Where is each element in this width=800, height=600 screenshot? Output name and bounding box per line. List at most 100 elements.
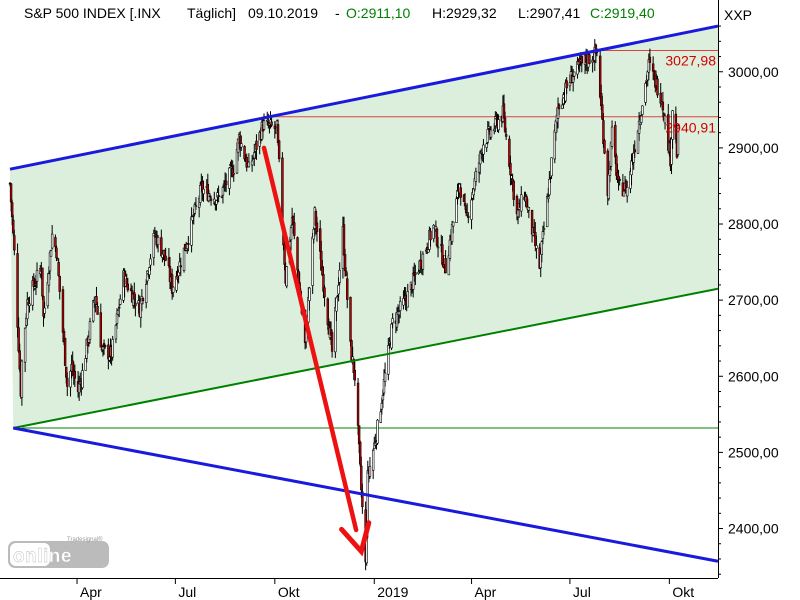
candle-body [588,54,591,64]
candle-body [10,202,14,218]
candle-body [55,247,58,259]
open-value: O:2911,10 [346,5,411,21]
tradesignal-online-logo: online Tradesignal® [8,536,109,568]
candle-body [41,267,44,297]
candle-body [644,83,647,103]
x-tick-label: Okt [278,584,300,600]
candle-body [192,214,195,217]
candle-body [429,230,432,241]
candle-body [217,194,220,197]
candle-body [199,185,202,203]
high-value: H:2929,32 [432,5,497,21]
candle-body [338,269,341,283]
candle-body [633,149,636,153]
arrow-shaft [261,145,359,533]
candle-body [247,161,251,168]
candle-body [9,183,13,203]
candle-body [114,324,118,340]
candle-body [610,126,614,147]
candle-body [463,202,467,207]
candle-body [527,206,531,211]
candle-body [641,105,644,115]
candle-body [388,341,391,344]
y-tick-label: 2400,00 [728,521,779,537]
candle-body [383,372,387,382]
candle-body [88,321,92,340]
arrow-head [339,520,372,557]
candle-body [209,198,213,201]
x-tick-label: Apr [475,584,497,600]
candle-body [20,360,24,398]
candle-body [311,236,314,286]
y-tick-label: 3000,00 [728,64,779,80]
candle-body [601,104,604,120]
level-label: 2940,91 [665,120,716,136]
candle-body [119,298,122,305]
candle-body [58,275,61,292]
candle-body [285,266,288,287]
candle-body [49,250,53,257]
candle-body [361,491,364,508]
x-tick-label: 2019 [377,584,408,600]
candle-body [335,297,338,312]
middle-channel-line [13,287,719,430]
candle-body [547,196,550,200]
candle-body [170,274,174,294]
candle-body [421,253,425,270]
header-separator: - [335,5,340,21]
candle-body [182,247,186,271]
candle-body [283,244,286,265]
x-tick-label: Apr [80,584,102,600]
candle-body [656,78,659,96]
x-tick-label: Okt [672,584,694,600]
candle-body [580,56,584,64]
candle-body [194,205,198,207]
candle-body [172,286,175,293]
candle-body [663,115,667,124]
y-tick-label: 2900,00 [728,140,779,156]
candle-body [144,283,148,303]
candle-body [399,301,402,311]
candle-body [326,298,329,325]
candle-body [337,284,340,295]
candle-body [550,157,553,177]
candle-body [43,307,46,314]
candle-body [676,125,680,155]
candle-body [402,298,405,306]
close-value: C:2919,40 [590,5,655,21]
candle-body [35,269,39,282]
candle-body [414,272,417,275]
candle-body [376,419,379,444]
candle-body [277,140,281,160]
candle-body [565,80,568,89]
candle-body [485,143,488,148]
candle-body [262,120,266,130]
candle-body [126,283,130,291]
candle-body [156,236,160,245]
upper-channel-line [9,24,719,171]
candle-body [111,339,114,358]
candle-body [54,237,57,248]
candle-body [573,71,576,77]
candle-body [13,235,16,251]
candle-body [548,178,551,196]
candle-body [390,323,393,349]
candle-body [674,113,678,140]
candle-body [467,215,470,219]
candle-body [296,237,299,271]
logo-main-text: online [13,546,72,567]
candle-body [81,370,84,389]
candle-body [459,187,462,198]
candle-body [50,233,54,249]
chart-header: S&P 500 INDEX [.INX Täglich] 09.10.2019 … [0,0,800,26]
candle-body [141,298,145,302]
candle-body [503,117,507,132]
candle-body [255,140,258,150]
candle-body [99,312,102,348]
candle-body [308,287,311,302]
lower-channel-line [12,426,719,563]
candle-body [486,129,489,143]
candle-body [618,178,621,181]
candle-body [651,63,655,72]
